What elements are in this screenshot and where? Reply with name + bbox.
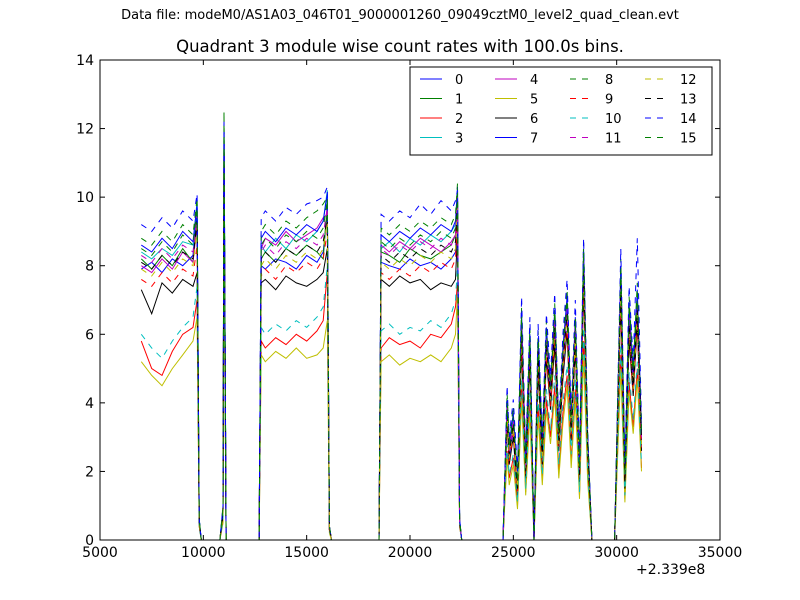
legend-label-10: 10	[605, 112, 622, 127]
y-tick-label: 14	[76, 53, 94, 69]
series-line-15	[141, 128, 642, 540]
x-tick-label: 25000	[491, 545, 536, 561]
legend-box	[409, 66, 713, 156]
legend-label-0: 0	[455, 73, 463, 88]
legend-label-3: 3	[455, 132, 463, 147]
legend-label-8: 8	[605, 73, 613, 88]
legend-label-9: 9	[605, 93, 613, 108]
legend-label-5: 5	[530, 93, 538, 108]
series-line-14	[141, 121, 642, 540]
x-axis-offset-label: +2.339e8	[636, 562, 706, 578]
legend-label-6: 6	[530, 112, 538, 127]
y-tick-label: 10	[76, 190, 94, 206]
y-tick-label: 12	[76, 122, 94, 138]
y-tick-label: 0	[85, 533, 94, 549]
y-tick-label: 2	[85, 464, 94, 480]
legend-label-7: 7	[530, 132, 538, 147]
y-tick-label: 4	[85, 396, 94, 412]
legend-label-4: 4	[530, 73, 538, 88]
legend-label-15: 15	[680, 132, 697, 147]
legend-label-13: 13	[680, 93, 697, 108]
x-tick-label: 35000	[698, 545, 743, 561]
x-tick-label: 15000	[284, 545, 329, 561]
y-tick-label: 8	[85, 259, 94, 275]
series-line-9	[141, 169, 642, 540]
legend-label-2: 2	[455, 112, 463, 127]
x-tick-label: 20000	[388, 545, 433, 561]
x-tick-label: 10000	[181, 545, 226, 561]
x-tick-label: 30000	[594, 545, 639, 561]
legend-label-12: 12	[680, 73, 697, 88]
legend-label-11: 11	[605, 132, 622, 147]
legend-label-1: 1	[455, 93, 463, 108]
series-line-12	[141, 152, 642, 540]
series-line-5	[140, 248, 642, 540]
y-tick-label: 6	[85, 327, 94, 343]
legend-label-14: 14	[680, 112, 697, 127]
data-file-suptitle: Data file: modeM0/AS1A03_046T01_90000012…	[121, 8, 679, 23]
x-tick-label: 5000	[82, 545, 118, 561]
chart-title: Quadrant 3 module wise count rates with …	[176, 37, 624, 56]
series-line-6	[140, 179, 642, 540]
